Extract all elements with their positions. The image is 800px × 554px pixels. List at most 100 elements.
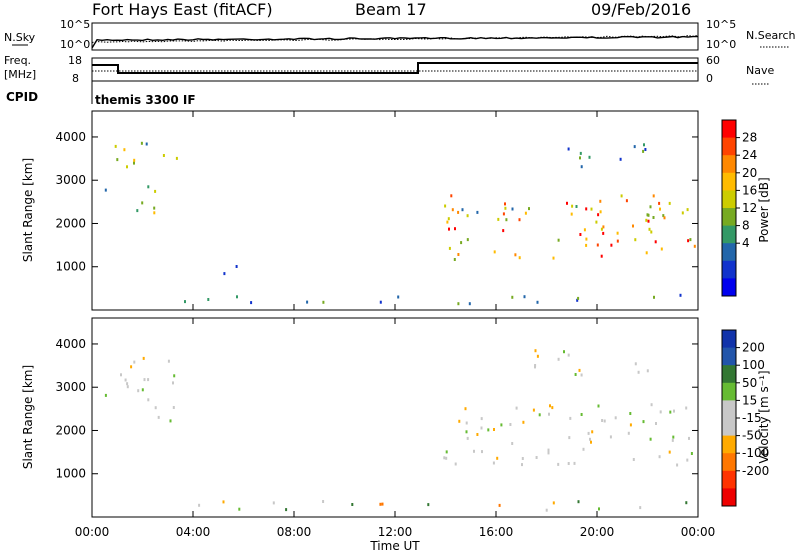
heatmap-cell-5 — [652, 216, 655, 219]
heatmap-cell-5 — [511, 207, 514, 211]
heatmap-cell-4 — [583, 228, 586, 232]
heatmap-cell-4 — [427, 503, 430, 507]
heatmap-cell-7 — [397, 295, 400, 299]
heatmap-cell-4 — [649, 205, 652, 209]
heatmap-cell-2 — [686, 458, 689, 462]
heatmap-cell-4 — [457, 253, 460, 256]
y-tick-label: 2000 — [55, 423, 86, 437]
velocity-ylabel: Slant Range [km] — [21, 365, 35, 469]
heatmap-cell-2 — [580, 413, 583, 416]
heatmap-cell-3 — [536, 354, 539, 358]
heatmap-cell-1 — [137, 389, 140, 393]
heatmap-cell-2 — [573, 461, 576, 465]
cpid-label: CPID — [6, 90, 38, 104]
heatmap-cell-4 — [610, 243, 613, 247]
heatmap-cell-4 — [198, 503, 201, 507]
colorbar-swatch — [722, 225, 736, 244]
heatmap-cell-2 — [568, 436, 571, 440]
colorbar-swatch — [722, 330, 736, 349]
heatmap-cell-2 — [614, 416, 617, 420]
heatmap-cell-4 — [596, 243, 599, 247]
heatmap-cell-4 — [557, 238, 560, 242]
heatmap-cell-4 — [658, 201, 661, 205]
heatmap-cell-7 — [523, 295, 526, 299]
heatmap-cell-2 — [476, 433, 479, 436]
heatmap-cell-4 — [599, 210, 602, 214]
y-tick-label: 4000 — [55, 130, 86, 144]
colorbar-swatch — [722, 278, 736, 297]
velocity-colorbar: 200 100 50 15 -15 -50 -100 -200 — [721, 329, 769, 507]
heatmap-cell-7 — [679, 293, 682, 297]
heatmap-cell-7 — [653, 295, 655, 299]
heatmap-cell-4 — [379, 502, 382, 506]
heatmap-cell-4 — [552, 501, 555, 505]
y-tick-label: 4000 — [55, 337, 86, 351]
noise-left-label: N.Sky — [4, 31, 36, 44]
heatmap-cell-2 — [522, 420, 525, 424]
heatmap-cell-2 — [659, 410, 662, 414]
heatmap-cell-4 — [686, 208, 689, 212]
colorbar-tick-label: 24 — [742, 148, 757, 162]
heatmap-cell-2 — [454, 462, 457, 466]
y-tick-label: 1000 — [55, 260, 86, 274]
heatmap-cell-5 — [461, 208, 464, 212]
heatmap-cell-4 — [625, 199, 628, 203]
heatmap-cell-2 — [688, 436, 690, 440]
heatmap-cell-5 — [571, 204, 574, 208]
colorbar-swatch — [722, 488, 736, 507]
heatmap-cell-4 — [514, 253, 517, 257]
heatmap-cell-5 — [645, 218, 648, 222]
heatmap-cell-6 — [644, 148, 647, 151]
heatmap-cell-7 — [468, 302, 471, 306]
heatmap-cell-4 — [599, 199, 602, 203]
heatmap-cell-2 — [569, 416, 572, 420]
heatmap-cell-4 — [498, 503, 501, 507]
heatmap-cell-7 — [536, 300, 539, 304]
colorbar-swatch — [722, 120, 736, 139]
heatmap-cell-4 — [585, 243, 588, 247]
heatmap-cell-2 — [515, 406, 518, 410]
heatmap-cell-1 — [154, 406, 157, 410]
heatmap-cell-6 — [588, 155, 591, 159]
heatmap-cell-7 — [322, 300, 325, 304]
x-tick-label: 04:00 — [176, 525, 211, 539]
heatmap-cell-2 — [535, 456, 538, 459]
colorbar-tick-label: 12 — [742, 201, 757, 215]
heatmap-cell-4 — [451, 208, 454, 212]
cpid-text: themis 3300 IF — [95, 93, 196, 107]
heatmap-cell-4 — [645, 251, 648, 255]
heatmap-cell-3 — [637, 370, 640, 374]
freq-panel-frame — [91, 57, 699, 82]
heatmap-cell-1 — [169, 419, 172, 423]
heatmap-cell-5 — [575, 205, 578, 208]
heatmap-cell-4 — [600, 254, 603, 258]
heatmap-cell-2 — [591, 430, 594, 434]
colorbar-tick-label: -100 — [742, 446, 769, 460]
heatmap-cell-4 — [466, 238, 469, 242]
heatmap-cell-6 — [633, 145, 636, 149]
heatmap-cell-2 — [627, 431, 630, 435]
heatmap-cell-2 — [509, 423, 512, 426]
heatmap-cell-2 — [669, 410, 672, 414]
colorbar-tick-label: 50 — [742, 376, 757, 390]
freq-tick-bottom: 8 — [72, 72, 79, 85]
heatmap-cell-4 — [597, 213, 600, 217]
x-tick-label: 16:00 — [479, 525, 514, 539]
heatmap-cell-4 — [524, 211, 527, 215]
heatmap-cell-4 — [585, 237, 588, 241]
colorbar-swatch — [722, 137, 736, 156]
heatmap-cell-3 — [634, 362, 637, 366]
colorbar-tick-label: 4 — [742, 236, 750, 250]
heatmap-cell-4 — [600, 227, 603, 231]
heatmap-cell-1 — [175, 156, 178, 160]
heatmap-cell-2 — [136, 209, 139, 213]
heatmap-cell-2 — [658, 455, 661, 459]
heatmap-cell-4 — [457, 210, 460, 214]
heatmap-cell-4 — [602, 231, 605, 235]
colorbar-swatch — [722, 365, 736, 384]
heatmap-cell-7 — [306, 300, 309, 304]
heatmap-cell-4 — [689, 238, 692, 242]
colorbar-tick-label: 200 — [742, 341, 765, 355]
heatmap-cell-2 — [458, 419, 461, 423]
colorbar-tick-label: -15 — [742, 411, 762, 425]
